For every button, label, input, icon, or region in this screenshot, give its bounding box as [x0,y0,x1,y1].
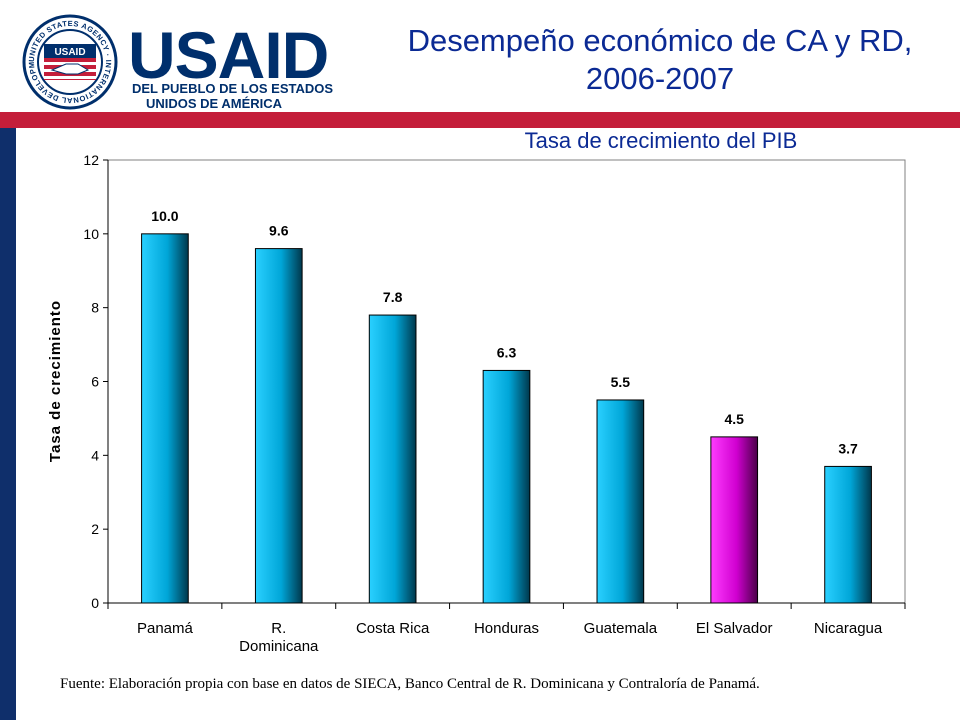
data-label: 9.6 [269,223,289,239]
x-tick-label-line: Dominicana [239,638,319,655]
x-tick-label: R. Dominicana [239,620,319,655]
x-tick-label: Panamá [137,620,194,637]
usaid-wordmark-text: USAID [128,18,329,92]
bars: 10.0 9.6 7.8 6.3 5.5 4.5 3.7 [141,208,872,604]
y-axis-title: Tasa de crecimiento [47,300,64,462]
data-label: 5.5 [611,374,631,390]
data-label: 4.5 [724,411,744,427]
x-tick-label: Nicaragua [814,620,883,637]
x-tick-label: El Salvador [696,620,773,637]
x-tick-label: Honduras [474,620,539,637]
x-tick-label-line: Costa Rica [356,620,430,637]
usaid-seal-icon: UNITED STATES AGENCY · INTERNATIONAL DEV… [22,14,118,110]
bar [368,314,417,604]
data-label: 3.7 [838,440,858,456]
x-tick-label-line: Honduras [474,620,539,637]
y-tick-label: 8 [91,300,99,316]
logo-subtitle-1: DEL PUEBLO DE LOS ESTADOS [132,81,334,96]
x-tick-label: Costa Rica [356,620,430,637]
y-tick-label: 10 [83,226,99,242]
x-tick-label-line: R. [271,620,286,637]
bar [254,248,303,604]
bar [824,465,872,604]
x-tick-label-line: Guatemala [584,620,658,637]
y-tick-label: 4 [91,447,99,463]
seal-inner-text: USAID [54,47,85,58]
usaid-logo: UNITED STATES AGENCY · INTERNATIONAL DEV… [22,12,352,112]
bar [710,436,759,604]
bar [596,399,645,604]
usaid-wordmark: USAID [128,22,329,88]
chart-title: Tasa de crecimiento del PIB [524,128,798,153]
logo-subtitle-2: UNIDOS DE AMÉRICA [146,96,283,111]
page-title-line-2: 2006-2007 [585,61,735,96]
x-tick-label-line: Panamá [137,620,194,637]
y-axis: 0 2 4 6 8 10 12 [83,152,109,611]
page-title: Desempeño económico de CA y RD, 2006-200… [370,22,950,98]
left-accent-bar [0,128,16,720]
data-label: 10.0 [151,208,178,224]
y-tick-label: 2 [91,521,99,537]
x-tick-label-line: Nicaragua [814,620,883,637]
source-note: Fuente: Elaboración propia con base en d… [60,676,760,692]
x-tick-label: Guatemala [584,620,658,637]
data-label: 6.3 [497,344,517,360]
y-tick-label: 0 [91,595,99,611]
y-tick-label: 6 [91,374,99,390]
x-tick-label-line: El Salvador [696,620,773,637]
data-label: 7.8 [383,289,403,305]
x-axis: Panamá R. Dominicana Costa Rica Honduras Guat… [107,602,906,655]
bar [141,233,189,604]
page-title-line-1: Desempeño económico de CA y RD, [407,23,913,58]
bar [482,369,531,604]
header-red-band [0,112,960,128]
y-tick-label: 12 [83,152,99,168]
